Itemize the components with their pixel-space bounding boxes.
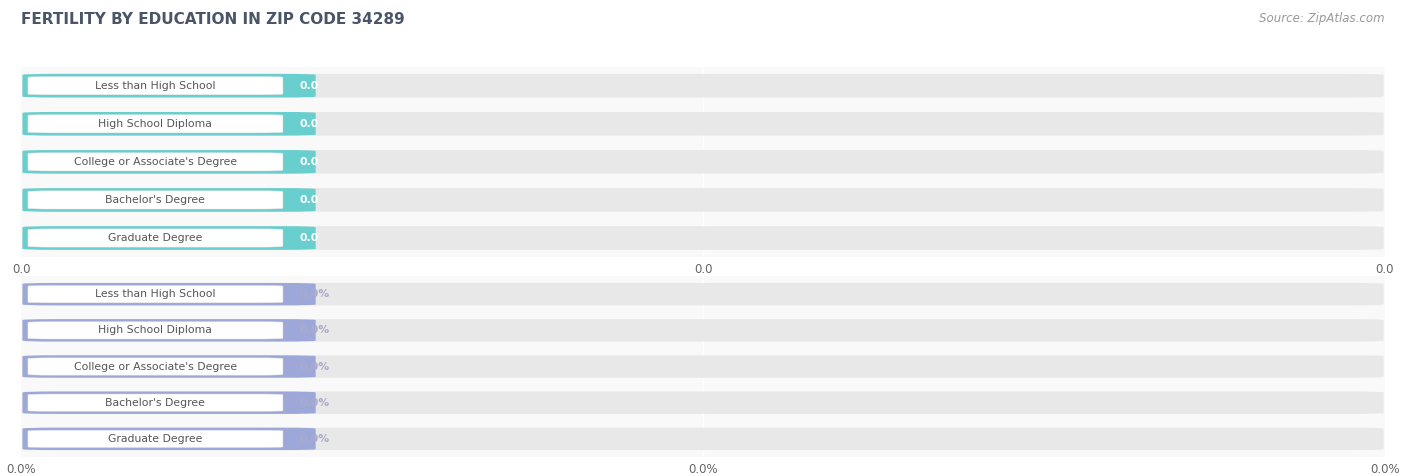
Text: Less than High School: Less than High School	[96, 80, 215, 91]
FancyBboxPatch shape	[22, 391, 316, 414]
FancyBboxPatch shape	[22, 319, 1384, 342]
FancyBboxPatch shape	[28, 394, 283, 411]
FancyBboxPatch shape	[28, 286, 283, 303]
FancyBboxPatch shape	[22, 391, 1384, 414]
FancyBboxPatch shape	[22, 355, 316, 378]
FancyBboxPatch shape	[22, 150, 316, 174]
Text: 0.0%: 0.0%	[299, 397, 329, 408]
Text: High School Diploma: High School Diploma	[98, 119, 212, 129]
FancyBboxPatch shape	[22, 150, 1384, 174]
FancyBboxPatch shape	[22, 188, 316, 212]
Text: Source: ZipAtlas.com: Source: ZipAtlas.com	[1260, 12, 1385, 25]
Text: 0.0: 0.0	[299, 80, 319, 91]
FancyBboxPatch shape	[22, 74, 316, 98]
FancyBboxPatch shape	[22, 74, 1384, 98]
Text: 0.0: 0.0	[299, 119, 319, 129]
Text: Bachelor's Degree: Bachelor's Degree	[105, 397, 205, 408]
FancyBboxPatch shape	[28, 229, 283, 247]
FancyBboxPatch shape	[28, 77, 283, 95]
FancyBboxPatch shape	[28, 322, 283, 339]
FancyBboxPatch shape	[22, 427, 1384, 450]
FancyBboxPatch shape	[28, 153, 283, 171]
FancyBboxPatch shape	[22, 283, 316, 306]
FancyBboxPatch shape	[22, 226, 1384, 250]
Text: 0.0%: 0.0%	[299, 325, 329, 336]
Text: High School Diploma: High School Diploma	[98, 325, 212, 336]
FancyBboxPatch shape	[22, 112, 1384, 136]
Text: 0.0%: 0.0%	[299, 361, 329, 372]
Text: Less than High School: Less than High School	[96, 289, 215, 299]
Text: FERTILITY BY EDUCATION IN ZIP CODE 34289: FERTILITY BY EDUCATION IN ZIP CODE 34289	[21, 12, 405, 27]
Text: 0.0: 0.0	[299, 233, 319, 243]
Text: Graduate Degree: Graduate Degree	[108, 434, 202, 444]
FancyBboxPatch shape	[22, 355, 1384, 378]
Text: College or Associate's Degree: College or Associate's Degree	[75, 157, 238, 167]
FancyBboxPatch shape	[28, 430, 283, 447]
Text: 0.0: 0.0	[299, 157, 319, 167]
Text: Bachelor's Degree: Bachelor's Degree	[105, 195, 205, 205]
FancyBboxPatch shape	[22, 427, 316, 450]
FancyBboxPatch shape	[22, 188, 1384, 212]
FancyBboxPatch shape	[22, 226, 316, 250]
Text: College or Associate's Degree: College or Associate's Degree	[75, 361, 238, 372]
FancyBboxPatch shape	[22, 319, 316, 342]
Text: 0.0%: 0.0%	[299, 289, 329, 299]
FancyBboxPatch shape	[28, 191, 283, 209]
Text: 0.0: 0.0	[299, 195, 319, 205]
FancyBboxPatch shape	[28, 115, 283, 133]
FancyBboxPatch shape	[28, 358, 283, 375]
FancyBboxPatch shape	[22, 283, 1384, 306]
FancyBboxPatch shape	[22, 112, 316, 136]
Text: Graduate Degree: Graduate Degree	[108, 233, 202, 243]
Text: 0.0%: 0.0%	[299, 434, 329, 444]
